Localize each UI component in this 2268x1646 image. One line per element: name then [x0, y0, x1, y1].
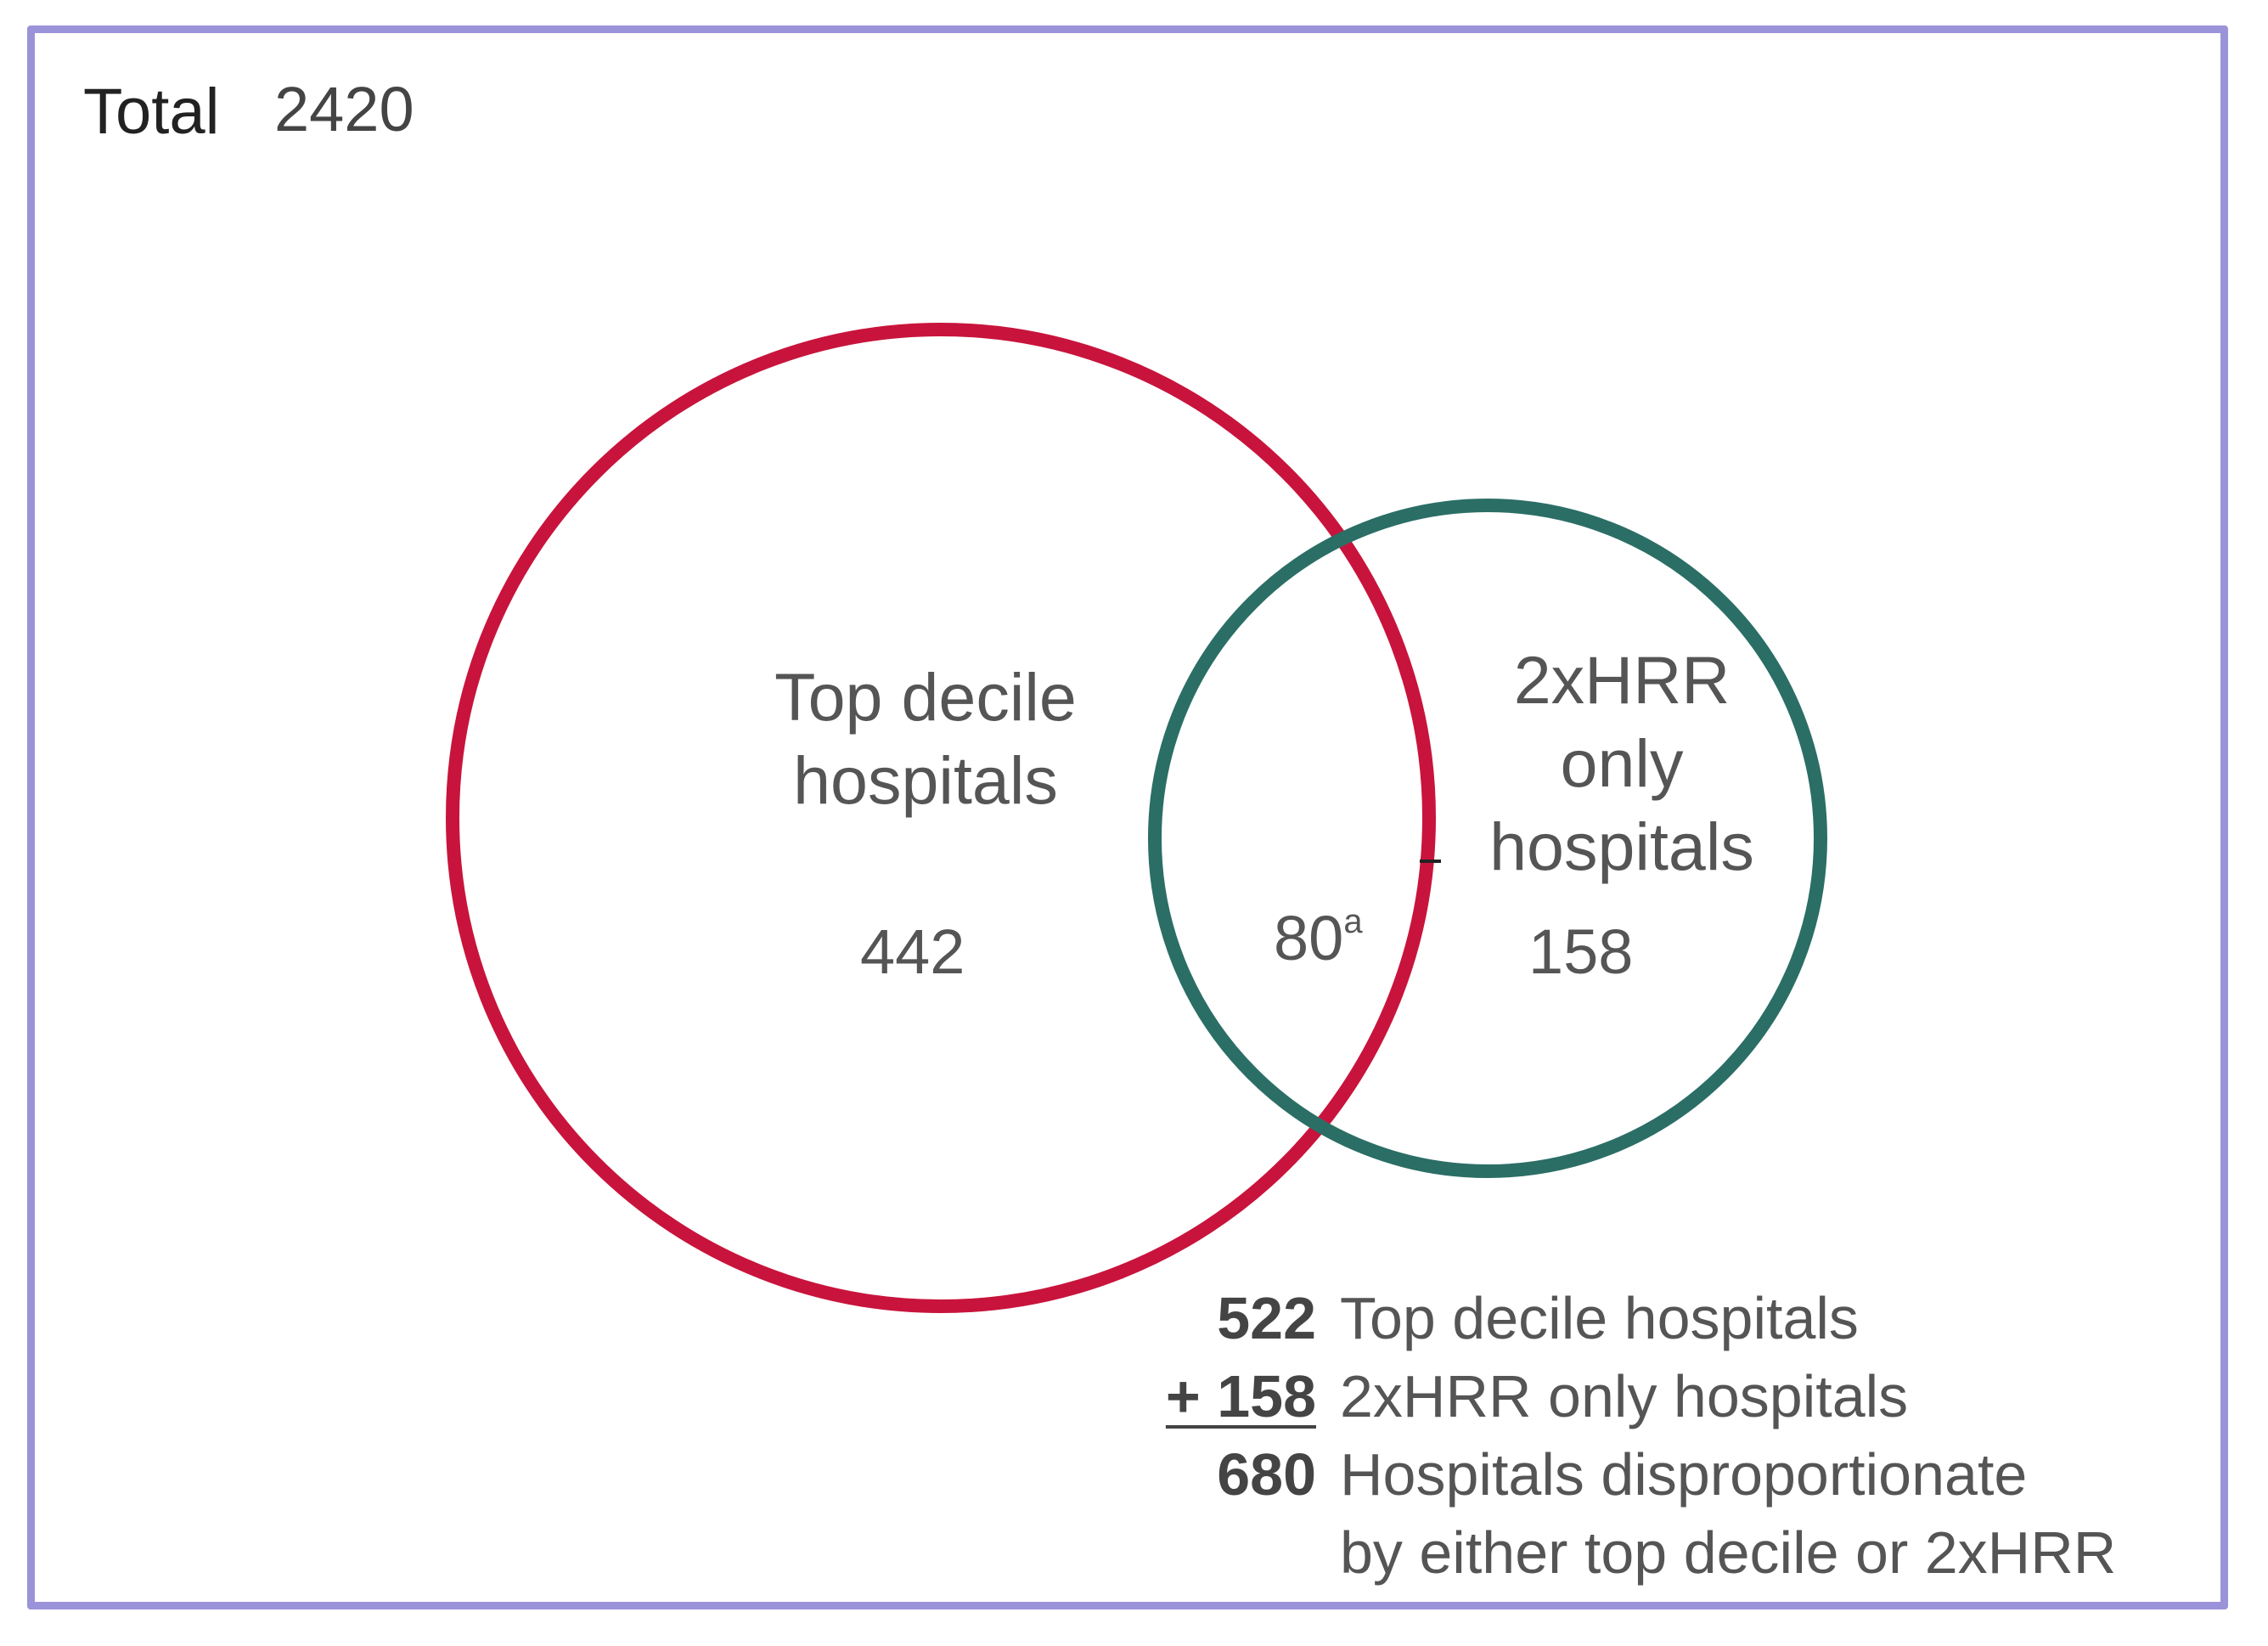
hrr-only-label: 2xHRR only hospitals [1477, 639, 1766, 888]
total-value: 2420 [274, 74, 414, 144]
summary-text-1: Top decile hospitals [1340, 1285, 1859, 1351]
hrr-only-label-line3: hospitals [1489, 809, 1754, 884]
intersection-footnote-mark: a [1343, 903, 1363, 941]
top-decile-label-line1: Top decile [774, 659, 1077, 735]
summary-row-2: + 158 2xHRR only hospitals [1146, 1362, 1908, 1430]
summary-text-4: by either top decile or 2xHRR [1340, 1519, 2117, 1586]
top-decile-only-count: 442 [860, 916, 965, 987]
summary-num-2: + 158 [1165, 1363, 1316, 1429]
hrr-only-circle [1148, 499, 1827, 1178]
total-label: Total [83, 76, 220, 148]
summary-row-1: 522 Top decile hospitals [1146, 1284, 1859, 1352]
summary-text-3: Hospitals disproportionate [1340, 1441, 2028, 1508]
hrr-only-label-line1: 2xHRR [1513, 642, 1731, 718]
summary-row-4: by either top decile or 2xHRR [1146, 1519, 2116, 1587]
hrr-only-label-line2: only [1560, 725, 1684, 801]
hrr-only-count: 158 [1528, 916, 1634, 987]
top-decile-circle [446, 323, 1436, 1313]
intersection-count: 80a [1274, 902, 1363, 974]
intersection-count-value: 80 [1274, 903, 1344, 973]
diagram-frame [27, 25, 2228, 1609]
top-decile-label-line2: hospitals [793, 742, 1058, 818]
summary-row-3: 680 Hospitals disproportionate [1146, 1440, 2027, 1508]
summary-num-2-wrap: + 158 [1146, 1362, 1316, 1430]
summary-num-3: 680 [1217, 1441, 1316, 1508]
summary-num-1: 522 [1217, 1285, 1316, 1351]
top-decile-label: Top decile hospitals [747, 656, 1104, 822]
summary-text-2: 2xHRR only hospitals [1340, 1363, 1909, 1429]
